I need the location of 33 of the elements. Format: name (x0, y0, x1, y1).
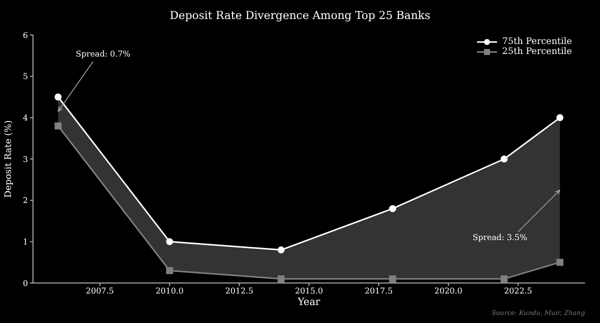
x-tick-label: 2015.0 (295, 286, 323, 296)
y-tick-label: 0 (22, 278, 28, 288)
point (389, 205, 396, 212)
y-tick-label: 2 (22, 196, 28, 206)
legend-label: 75th Percentile (502, 37, 572, 47)
y-tick-label: 4 (22, 114, 28, 123)
y-tick-label: 6 (22, 30, 28, 40)
point (166, 238, 174, 246)
x-tick-label: 2020.0 (434, 286, 462, 296)
point (389, 275, 396, 282)
point (54, 94, 62, 100)
x-tick-label: 2010.0 (156, 286, 184, 296)
point (54, 122, 62, 130)
y-tick-label: 1 (22, 238, 28, 247)
legend-label: 25th Percentile (502, 47, 572, 57)
y-tick-label: 5 (22, 72, 28, 82)
x-tick-label: 2022.5 (504, 286, 532, 296)
annotation: Spread: 0.7% (76, 49, 131, 58)
x-tick-label: 2007.5 (86, 286, 114, 296)
x-tick-label: 2017.5 (364, 286, 393, 296)
x-axis-title: Year (296, 297, 320, 308)
annotation: Spread: 3.5% (472, 233, 528, 242)
point (500, 156, 508, 162)
chart-title: Deposit Rate Divergence Among Top 25 Banks (168, 9, 432, 22)
point (278, 275, 285, 282)
x-tick-label: 2012.5 (225, 286, 254, 296)
point (278, 246, 285, 254)
point (556, 258, 564, 266)
y-axis-title: Deposit Rate (%) (4, 120, 14, 198)
y-tick-label: 3 (22, 154, 28, 164)
point (166, 267, 174, 274)
point (556, 114, 564, 122)
point (500, 275, 508, 282)
